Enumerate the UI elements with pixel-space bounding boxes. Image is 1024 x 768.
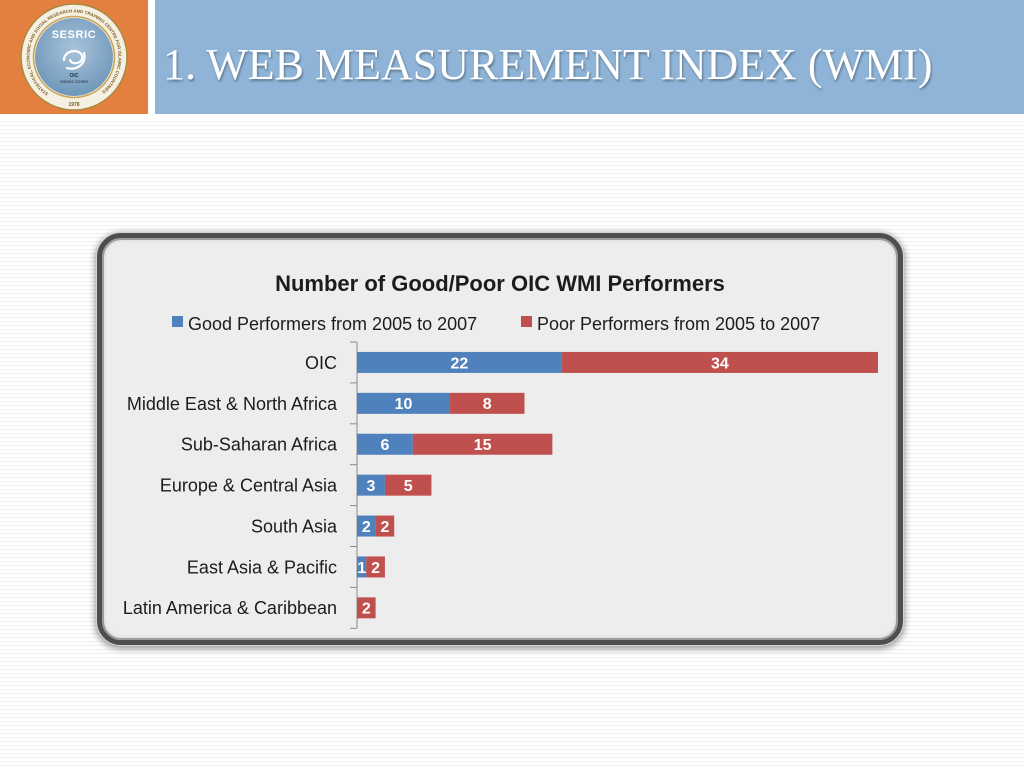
- category-label-europe-central-asia: Europe & Central Asia: [160, 476, 338, 496]
- category-label-oic: OIC: [305, 353, 337, 373]
- category-label-east-asia-pacific: East Asia & Pacific: [187, 557, 337, 577]
- legend: Good Performers from 2005 to 2007 Poor P…: [172, 314, 820, 334]
- logo-name: SESRIC: [52, 29, 97, 41]
- sesric-emblem-icon: [62, 50, 86, 70]
- logo-inner-disc: [35, 18, 113, 96]
- logo-box: STATISTICAL, ECONOMIC AND SOCIAL RESEARC…: [0, 0, 148, 114]
- logo-inner-border: [32, 15, 116, 99]
- data-label-good-south-asia: 2: [362, 519, 371, 536]
- legend-swatch-good: [172, 316, 183, 327]
- data-label-poor-oic: 34: [711, 355, 729, 372]
- category-axis: [350, 341, 358, 629]
- data-label-poor-sub-saharan-africa: 15: [474, 437, 492, 454]
- bar-poor-oic: [561, 351, 878, 373]
- bar-poor-sub-saharan-africa: [412, 433, 553, 455]
- bar-poor-latin-america-caribbean: [357, 597, 376, 619]
- category-labels: OIC Middle East & North Africa Sub-Saharan…: [123, 353, 338, 618]
- bar-poor-east-asia-pacific: [366, 556, 385, 578]
- bar-good-east-asia-pacific: [357, 556, 367, 578]
- sesric-logo: STATISTICAL, ECONOMIC AND SOCIAL RESEARC…: [20, 3, 128, 111]
- bar-good-sub-saharan-africa: [357, 433, 413, 455]
- bar-poor-south-asia: [375, 515, 395, 537]
- category-label-south-asia: South Asia: [251, 516, 338, 536]
- data-label-good-europe-central-asia: 3: [367, 478, 376, 495]
- data-label-good-middle-east-north-africa: 10: [395, 396, 413, 413]
- logo-center-line2: Ankara Centre: [60, 79, 89, 84]
- logo-year: 1978: [68, 102, 79, 108]
- category-label-middle-east-north-africa: Middle East & North Africa: [127, 394, 338, 414]
- bar-good-oic: [357, 351, 562, 373]
- title-band: 1. WEB MEASUREMENT INDEX (WMI): [155, 0, 1024, 114]
- slide-title: 1. WEB MEASUREMENT INDEX (WMI): [163, 40, 933, 89]
- bar-poor-europe-central-asia: [384, 474, 432, 496]
- data-label-good-oic: 22: [450, 355, 468, 372]
- bar-good-middle-east-north-africa: [357, 392, 451, 414]
- data-label-poor-south-asia: 2: [380, 519, 389, 536]
- data-label-poor-europe-central-asia: 5: [404, 478, 413, 495]
- legend-swatch-poor: [521, 316, 532, 327]
- data-label-poor-east-asia-pacific: 2: [371, 560, 380, 577]
- chart: Number of Good/Poor OIC WMI Performers G…: [123, 271, 878, 629]
- category-label-sub-saharan-africa: Sub-Saharan Africa: [181, 435, 338, 455]
- data-label-poor-latin-america-caribbean: 2: [362, 601, 371, 618]
- logo-center-line1: OIC: [70, 73, 79, 79]
- bar-poor-middle-east-north-africa: [450, 392, 525, 414]
- bar-good-south-asia: [357, 515, 376, 537]
- legend-label-poor: Poor Performers from 2005 to 2007: [537, 314, 820, 334]
- bar-good-europe-central-asia: [357, 474, 385, 496]
- category-label-latin-america-caribbean: Latin America & Caribbean: [123, 598, 337, 618]
- data-label-poor-middle-east-north-africa: 8: [483, 396, 492, 413]
- data-label-good-east-asia-pacific: 1: [357, 560, 366, 577]
- legend-label-good: Good Performers from 2005 to 2007: [188, 314, 477, 334]
- data-label-good-sub-saharan-africa: 6: [380, 437, 389, 454]
- chart-title: Number of Good/Poor OIC WMI Performers: [275, 271, 725, 296]
- bar-plot-area: [357, 351, 878, 619]
